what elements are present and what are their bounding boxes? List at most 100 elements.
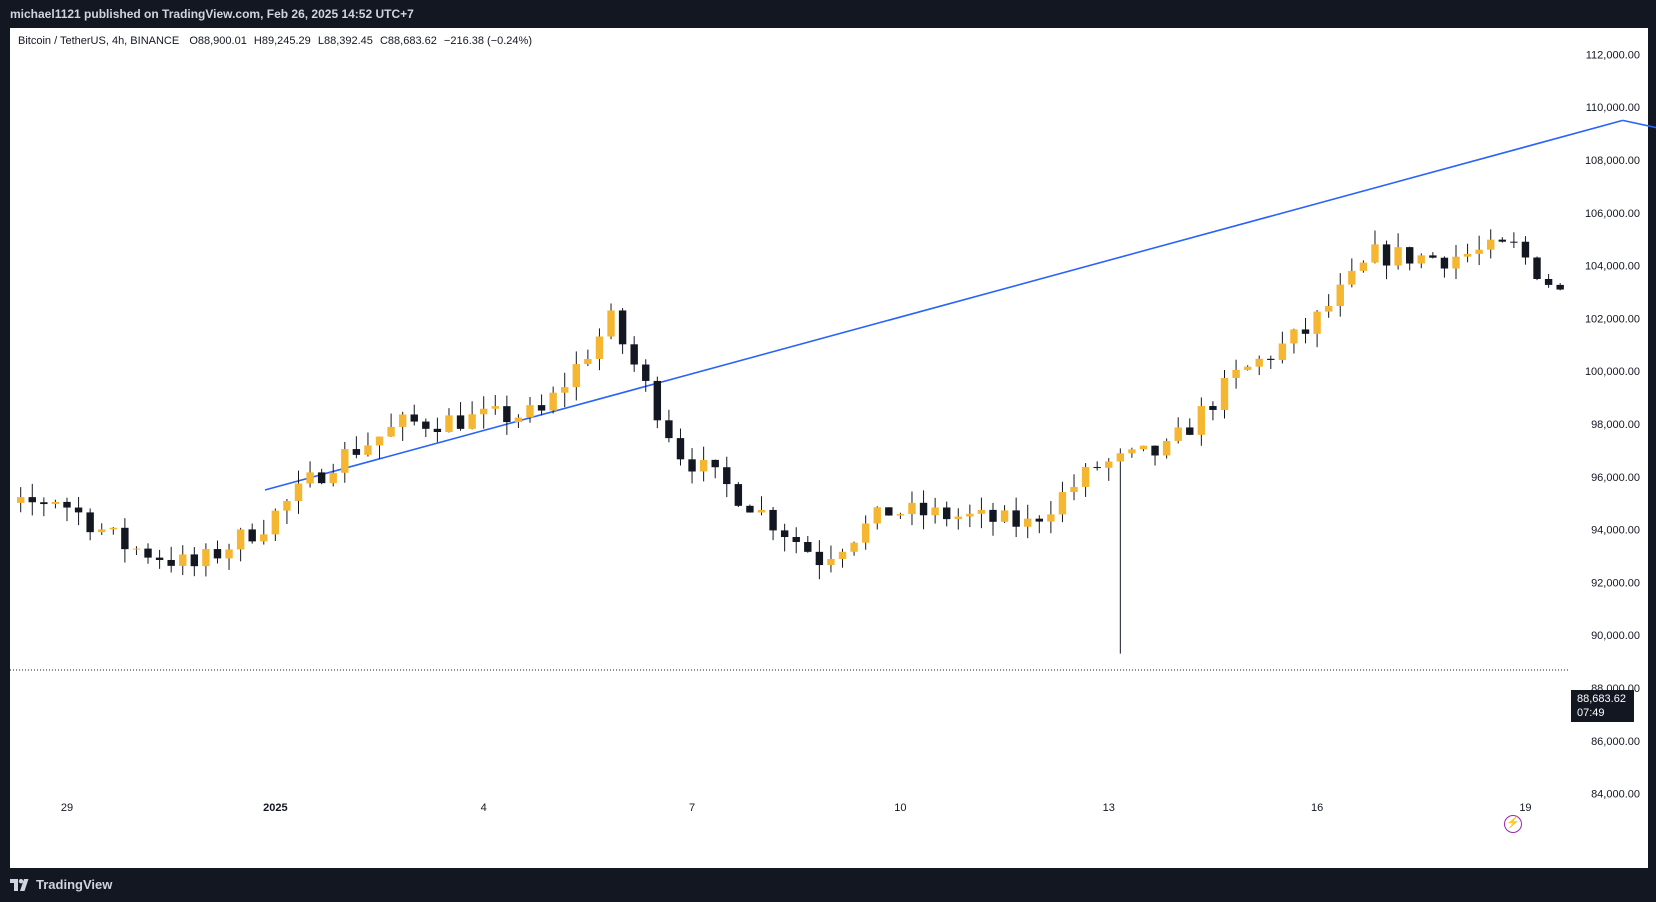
candle-body — [445, 415, 453, 432]
candle — [1348, 258, 1356, 288]
candle-body — [341, 449, 349, 473]
candle — [1151, 445, 1159, 466]
price-tick-label: 90,000.00 — [1591, 630, 1640, 642]
candle-body — [1301, 329, 1310, 334]
candle-body — [954, 516, 962, 520]
candle — [908, 491, 916, 526]
candle — [723, 456, 731, 498]
time-tick-label: 16 — [1311, 802, 1323, 814]
candle — [607, 303, 615, 340]
candle-body — [1475, 249, 1483, 254]
brand-name: TradingView — [36, 877, 113, 892]
candle — [804, 535, 812, 553]
legend-close: C88,683.62 — [379, 35, 437, 47]
candle — [1463, 243, 1472, 263]
candle — [1544, 273, 1553, 288]
candle-body — [40, 502, 48, 505]
legend-low: L88,392.45 — [317, 35, 373, 47]
chart-area[interactable] — [10, 28, 1648, 868]
candle-body — [468, 414, 476, 429]
candle-body — [1162, 440, 1171, 456]
candle-body — [642, 364, 650, 381]
candle — [919, 490, 928, 530]
candle — [225, 543, 233, 570]
candle — [422, 418, 430, 438]
candle — [1162, 438, 1171, 459]
candle-body — [213, 549, 222, 559]
candle — [1012, 497, 1020, 538]
trendline — [264, 119, 1623, 491]
candle-body — [74, 507, 83, 513]
candle — [757, 496, 766, 516]
candle — [40, 497, 48, 517]
candle-body — [526, 405, 534, 418]
candle-body — [1359, 262, 1368, 271]
candle-body — [1186, 427, 1194, 435]
candle — [1105, 458, 1113, 481]
candle — [51, 499, 60, 509]
candle-body — [491, 406, 499, 409]
time-tick-label: 4 — [481, 802, 487, 814]
candle-body — [1255, 358, 1263, 367]
candle-body — [1267, 358, 1275, 360]
price-tick-label: 94,000.00 — [1591, 525, 1640, 537]
candle-body — [1278, 343, 1287, 360]
candle-body — [1128, 449, 1136, 454]
candle — [861, 515, 870, 550]
candle-body — [1174, 427, 1182, 441]
candle — [572, 351, 581, 401]
candle-body — [815, 551, 824, 566]
candle-body — [1243, 366, 1252, 370]
candle — [618, 308, 627, 354]
candle — [1510, 232, 1518, 248]
candle — [121, 518, 129, 563]
candle-body — [98, 529, 106, 533]
candle-body — [306, 472, 314, 484]
price-tick-label: 106,000.00 — [1585, 208, 1640, 220]
price-tick-label: 96,000.00 — [1591, 472, 1640, 484]
candle-body — [155, 557, 164, 560]
candle-body — [827, 558, 835, 566]
candle — [1197, 397, 1206, 446]
candle-body — [1336, 284, 1344, 307]
candle — [711, 459, 719, 479]
candle — [491, 395, 499, 415]
candle-body — [1232, 369, 1240, 378]
candle — [1301, 317, 1310, 344]
candle-body — [699, 459, 708, 472]
candle — [144, 543, 152, 564]
candle-body — [1116, 453, 1125, 462]
candle — [98, 523, 106, 535]
candle — [549, 386, 557, 414]
candle-body — [1498, 239, 1507, 242]
candle-body — [1035, 518, 1044, 522]
candle — [642, 359, 650, 392]
candle — [954, 508, 962, 530]
candle — [769, 507, 777, 541]
candle-body — [433, 428, 442, 432]
candle-body — [885, 507, 893, 516]
lightning-icon[interactable]: ⚡ — [1504, 815, 1522, 833]
candle-body — [1405, 247, 1414, 264]
candle — [1440, 256, 1449, 278]
price-tick-label: 102,000.00 — [1585, 313, 1640, 325]
candle-body — [653, 380, 662, 421]
legend-open: O88,900.01 — [189, 35, 247, 47]
candle-body — [537, 405, 546, 411]
candle — [1429, 252, 1437, 259]
candle — [167, 546, 175, 573]
candle-body — [28, 497, 36, 503]
candle — [74, 496, 83, 526]
candle-body — [919, 502, 928, 516]
published-bar: michael1121 published on TradingView.com… — [0, 0, 1656, 28]
candle — [1035, 515, 1044, 534]
candle — [16, 487, 25, 513]
candle-body — [121, 527, 129, 550]
candle-body — [63, 501, 71, 508]
brand[interactable]: TradingView — [10, 877, 112, 892]
price-tick-label: 86,000.00 — [1591, 736, 1640, 748]
candle-body — [1058, 492, 1067, 515]
candle — [885, 507, 893, 516]
candle — [1487, 229, 1495, 259]
